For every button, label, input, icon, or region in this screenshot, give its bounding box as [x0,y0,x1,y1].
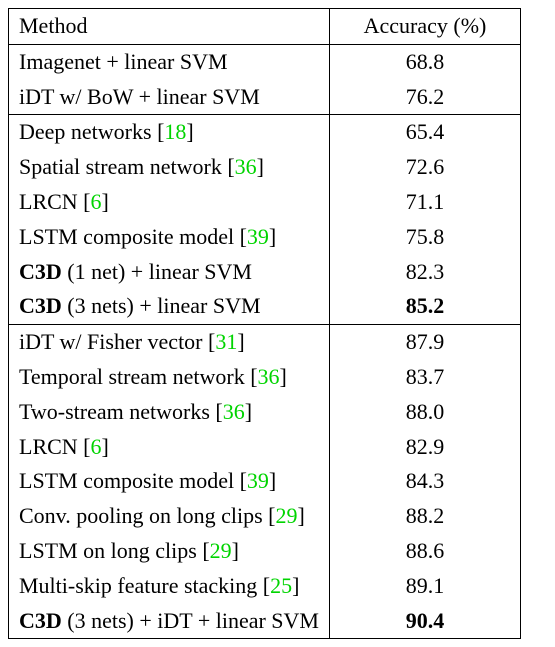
method-cell: Imagenet + linear SVM [9,44,330,79]
table-row: LSTM composite model [39]84.3 [9,464,521,499]
table-row: C3D (3 nets) + linear SVM85.2 [9,289,521,324]
accuracy-cell: 85.2 [330,289,521,324]
table-row: C3D (1 net) + linear SVM82.3 [9,255,521,290]
accuracy-cell: 82.9 [330,430,521,465]
table-row: iDT w/ BoW + linear SVM76.2 [9,80,521,115]
method-cell: LSTM composite model [39] [9,464,330,499]
accuracy-cell: 82.3 [330,255,521,290]
method-cell: LRCN [6] [9,185,330,220]
accuracy-cell: 68.8 [330,44,521,79]
accuracy-cell: 88.6 [330,534,521,569]
method-cell: LRCN [6] [9,430,330,465]
method-cell: iDT w/ Fisher vector [31] [9,325,330,360]
accuracy-cell: 72.6 [330,150,521,185]
table-row: Deep networks [18]65.4 [9,115,521,150]
method-cell: LSTM composite model [39] [9,220,330,255]
accuracy-cell: 88.2 [330,499,521,534]
method-cell: Two-stream networks [36] [9,395,330,430]
accuracy-cell: 87.9 [330,325,521,360]
method-cell: C3D (3 nets) + iDT + linear SVM [9,604,330,639]
method-cell: Spatial stream network [36] [9,150,330,185]
method-cell: iDT w/ BoW + linear SVM [9,80,330,115]
accuracy-cell: 89.1 [330,569,521,604]
table-row: LSTM composite model [39]75.8 [9,220,521,255]
table-row: LRCN [6]82.9 [9,430,521,465]
table-row: Conv. pooling on long clips [29]88.2 [9,499,521,534]
results-table: Method Accuracy (%) Imagenet + linear SV… [8,8,521,639]
accuracy-cell: 76.2 [330,80,521,115]
accuracy-cell: 75.8 [330,220,521,255]
accuracy-cell: 84.3 [330,464,521,499]
table-header-row: Method Accuracy (%) [9,9,521,45]
col-header-method: Method [9,9,330,45]
col-header-accuracy: Accuracy (%) [330,9,521,45]
table-row: iDT w/ Fisher vector [31]87.9 [9,325,521,360]
accuracy-cell: 88.0 [330,395,521,430]
table-row: Two-stream networks [36]88.0 [9,395,521,430]
method-cell: Temporal stream network [36] [9,360,330,395]
method-cell: Multi-skip feature stacking [25] [9,569,330,604]
table-row: Spatial stream network [36]72.6 [9,150,521,185]
table-row: LSTM on long clips [29]88.6 [9,534,521,569]
table-row: Temporal stream network [36]83.7 [9,360,521,395]
accuracy-cell: 65.4 [330,115,521,150]
method-cell: C3D (1 net) + linear SVM [9,255,330,290]
method-cell: Deep networks [18] [9,115,330,150]
accuracy-cell: 71.1 [330,185,521,220]
accuracy-cell: 83.7 [330,360,521,395]
table-row: Imagenet + linear SVM68.8 [9,44,521,79]
accuracy-cell: 90.4 [330,604,521,639]
method-cell: Conv. pooling on long clips [29] [9,499,330,534]
method-cell: C3D (3 nets) + linear SVM [9,289,330,324]
table-row: LRCN [6]71.1 [9,185,521,220]
table-row: Multi-skip feature stacking [25]89.1 [9,569,521,604]
method-cell: LSTM on long clips [29] [9,534,330,569]
table-row: C3D (3 nets) + iDT + linear SVM90.4 [9,604,521,639]
